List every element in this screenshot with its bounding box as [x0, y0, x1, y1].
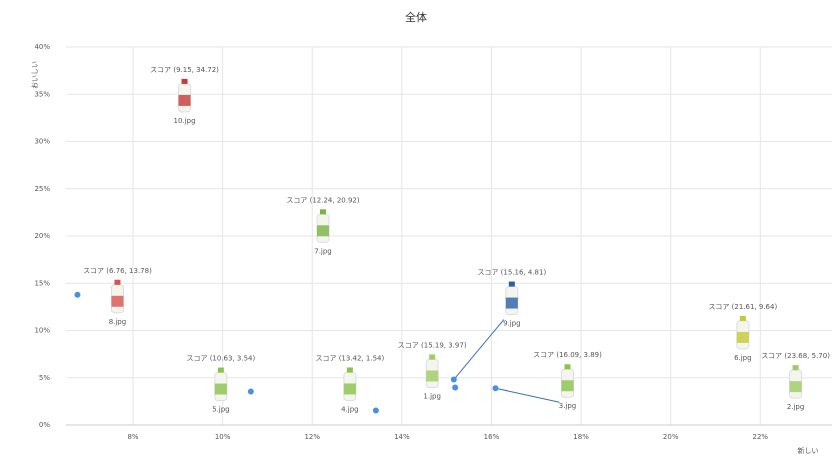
bottle-label — [111, 295, 124, 307]
image-name: 3.jpg — [559, 402, 577, 410]
bottle-label — [178, 94, 191, 106]
bottle-cap — [739, 315, 746, 321]
point — [492, 385, 499, 392]
data-label: スコア (10.63, 3.54) — [186, 355, 255, 363]
image-name: 2.jpg — [787, 403, 805, 411]
x-tick-label: 18% — [573, 433, 589, 441]
image-name: 10.jpg — [174, 117, 196, 125]
data-label: スコア (15.19, 3.97) — [398, 341, 467, 349]
data-label: スコア (9.15, 34.72) — [150, 66, 219, 74]
point — [452, 384, 459, 391]
bottle-cap — [217, 367, 224, 373]
point — [450, 376, 457, 383]
x-tick-label: 22% — [753, 433, 769, 441]
bottle-label — [343, 383, 356, 395]
leader-line — [453, 319, 505, 380]
x-tick-label: 14% — [394, 433, 410, 441]
bottle-cap — [792, 365, 799, 371]
bottle-cap — [429, 354, 436, 360]
y-tick-label: 0% — [39, 421, 50, 429]
data-label: スコア (23.68, 5.70) — [761, 352, 830, 360]
y-tick-label: 40% — [34, 43, 50, 51]
bottle-cap — [564, 364, 571, 370]
data-label: スコア (16.09, 3.89) — [533, 351, 602, 359]
x-tick-label: 10% — [215, 433, 231, 441]
y-tick-label: 30% — [34, 138, 50, 146]
leader-line — [495, 387, 560, 403]
point — [74, 291, 81, 298]
x-tick-label: 12% — [304, 433, 320, 441]
point — [372, 407, 379, 414]
point — [247, 388, 254, 395]
x-axis-label: 新しい — [798, 446, 819, 455]
bottle-cap — [346, 367, 353, 373]
y-tick-label: 35% — [34, 90, 50, 98]
y-tick-label: 15% — [34, 279, 50, 287]
bottle-cap — [508, 281, 515, 287]
bottle-label — [561, 380, 574, 392]
image-name: 9.jpg — [503, 320, 521, 328]
data-label: スコア (21.61, 9.64) — [708, 303, 777, 311]
bottle-label — [316, 225, 329, 237]
data-label: スコア (15.16, 4.81) — [477, 269, 546, 277]
x-tick-label: 8% — [127, 433, 138, 441]
x-tick-label: 16% — [484, 433, 500, 441]
bottle-cap — [319, 209, 326, 215]
y-tick-label: 20% — [34, 232, 50, 240]
bottle-label — [214, 383, 227, 395]
data-label: スコア (13.42, 1.54) — [315, 354, 384, 362]
image-name: 6.jpg — [734, 354, 752, 362]
y-tick-label: 5% — [39, 374, 50, 382]
bottle-label — [426, 370, 439, 382]
image-name: 4.jpg — [341, 405, 359, 413]
image-name: 5.jpg — [212, 406, 230, 414]
y-tick-label: 25% — [34, 185, 50, 193]
data-label: スコア (12.24, 20.92) — [286, 196, 359, 204]
bottle-cap — [181, 78, 188, 84]
bottle-label — [736, 331, 749, 343]
y-tick-label: 10% — [34, 327, 50, 335]
bottle-cap — [114, 279, 121, 285]
bottle-label — [505, 297, 518, 309]
chart-title: 全体 — [405, 10, 427, 24]
y-axis-label: おいしい — [31, 61, 39, 89]
image-name: 8.jpg — [109, 318, 127, 326]
image-name: 7.jpg — [314, 247, 332, 255]
image-name: 1.jpg — [423, 392, 441, 400]
x-tick-label: 20% — [663, 433, 679, 441]
bottle-label — [789, 381, 802, 393]
data-label: スコア (6.76, 13.78) — [83, 267, 152, 275]
